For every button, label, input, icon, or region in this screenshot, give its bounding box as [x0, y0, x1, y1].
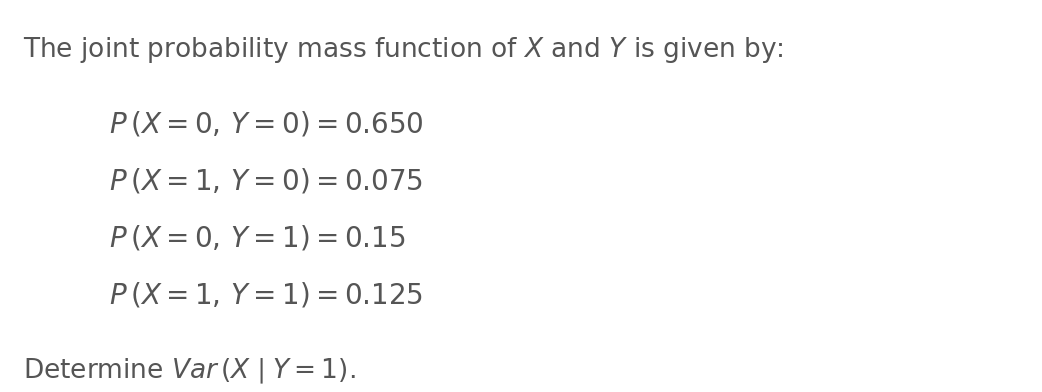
Text: $P\,(X = 0,\, Y = 0) = 0.650$: $P\,(X = 0,\, Y = 0) = 0.650$ — [109, 110, 424, 139]
Text: $P\,(X = 0,\, Y = 1) = 0.15$: $P\,(X = 0,\, Y = 1) = 0.15$ — [109, 223, 406, 252]
Text: Determine $\mathit{Var}\,(X \mid Y = 1).$: Determine $\mathit{Var}\,(X \mid Y = 1).… — [23, 357, 355, 386]
Text: The joint probability mass function of $X$ and $Y$ is given by:: The joint probability mass function of $… — [23, 35, 784, 65]
Text: $P\,(X = 1,\, Y = 1) = 0.125$: $P\,(X = 1,\, Y = 1) = 0.125$ — [109, 280, 423, 309]
Text: $P\,(X = 1,\, Y = 0) = 0.075$: $P\,(X = 1,\, Y = 0) = 0.075$ — [109, 167, 423, 196]
